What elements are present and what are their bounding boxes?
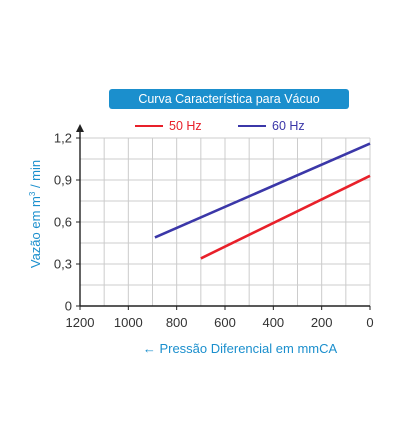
y-axis-arrow (76, 124, 84, 132)
legend-item-50hz: 50 Hz (135, 118, 202, 134)
y-tick-label: 0,3 (54, 257, 72, 272)
x-tick-label: 1000 (114, 315, 143, 330)
legend-swatch-50hz (135, 124, 163, 127)
series-lines (154, 142, 371, 260)
y-axis-label: Vazão em m3 / min (28, 160, 43, 268)
y-tick-label: 0,6 (54, 215, 72, 230)
x-axis-label: ← Pressão Diferencial em mmCA (143, 341, 338, 356)
legend-swatch-60hz (238, 124, 266, 127)
legend-label-60hz: 60 Hz (272, 119, 305, 133)
x-tick-label: 1200 (66, 315, 95, 330)
axis-labels: ← Pressão Diferencial em mmCA Vazão em m… (28, 160, 337, 356)
series-line-60hz (154, 142, 371, 239)
y-axis-label-main: Vazão em m (28, 196, 43, 268)
x-tick-label: 800 (166, 315, 188, 330)
chart-title: Curva Característica para Vácuo (109, 89, 349, 109)
series-line-50hz (200, 174, 371, 260)
y-tick-label: 1,2 (54, 131, 72, 146)
legend-item-60hz: 60 Hz (238, 118, 305, 134)
x-tick-label: 400 (262, 315, 284, 330)
x-tick-label: 600 (214, 315, 236, 330)
y-axis-label-unit: / min (28, 160, 43, 192)
axes (76, 124, 370, 307)
y-tick-label: 0,9 (54, 173, 72, 188)
x-tick-label: 0 (366, 315, 373, 330)
tick-labels: 1200 1000 800 600 400 200 0 0 0,3 0,6 0,9 1,2 (54, 131, 374, 331)
y-tick-label: 0 (65, 299, 72, 314)
y-axis-label-superscript: 3 (28, 191, 37, 196)
legend-label-50hz: 50 Hz (169, 119, 202, 133)
x-tick-label: 200 (311, 315, 333, 330)
